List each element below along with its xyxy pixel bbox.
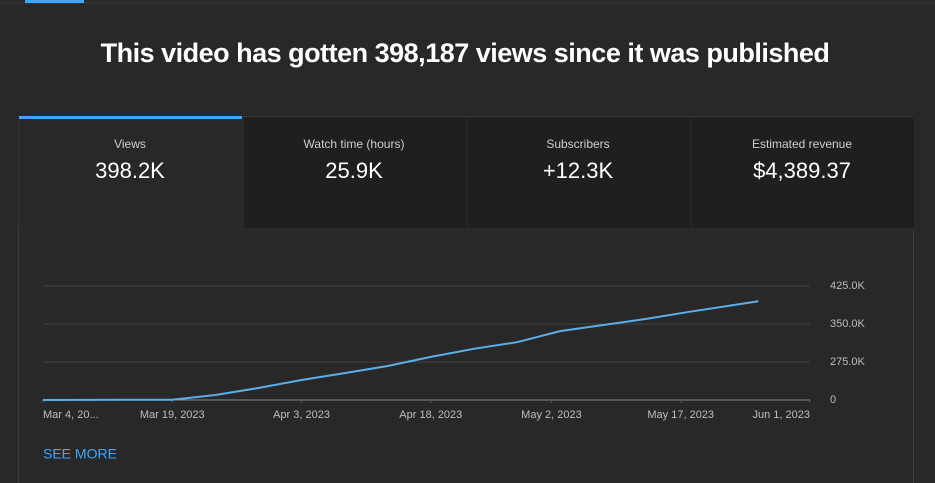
y-tick-label: 350.0K: [830, 318, 866, 330]
x-tick-label: May 2, 2023: [521, 409, 582, 421]
top-tab-indicator: [25, 0, 84, 3]
tab-value: $4,389.37: [753, 158, 851, 183]
x-tick-label: May 17, 2023: [647, 409, 714, 421]
tab-label: Views: [114, 137, 146, 151]
x-tick-label: Mar 4, 20...: [43, 409, 99, 421]
x-tick-label: Jun 1, 2023: [753, 409, 811, 421]
tabs: Views 398.2K Watch time (hours) 25.9K Subscr…: [18, 116, 916, 230]
see-more-link[interactable]: SEE MORE: [43, 446, 117, 462]
tab-value: 25.9K: [325, 158, 383, 183]
tab[interactable]: [466, 116, 692, 230]
tab-value: 398.2K: [95, 158, 165, 183]
tab-label: Estimated revenue: [752, 137, 852, 151]
headline: This video has gotten 398,187 views sinc…: [101, 38, 830, 68]
y-tick-label: 275.0K: [830, 356, 866, 368]
x-tick-label: Apr 18, 2023: [399, 409, 462, 421]
tab-selected-indicator: [19, 116, 242, 119]
tab[interactable]: [242, 116, 468, 230]
tab[interactable]: [690, 116, 916, 230]
tab-label: Watch time (hours): [304, 137, 405, 151]
y-tick-label: 425.0K: [830, 280, 866, 292]
tab-label: Subscribers: [546, 137, 609, 151]
x-tick-label: Mar 19, 2023: [140, 409, 205, 421]
tab-value: +12.3K: [543, 158, 614, 183]
views-line: [42, 300, 759, 401]
chart: 0 275.0K 350.0K 425.0K Mar 4, 20... Mar 19, 2…: [42, 280, 866, 421]
x-tick-label: Apr 3, 2023: [273, 409, 330, 421]
y-tick-label: 0: [830, 394, 836, 406]
